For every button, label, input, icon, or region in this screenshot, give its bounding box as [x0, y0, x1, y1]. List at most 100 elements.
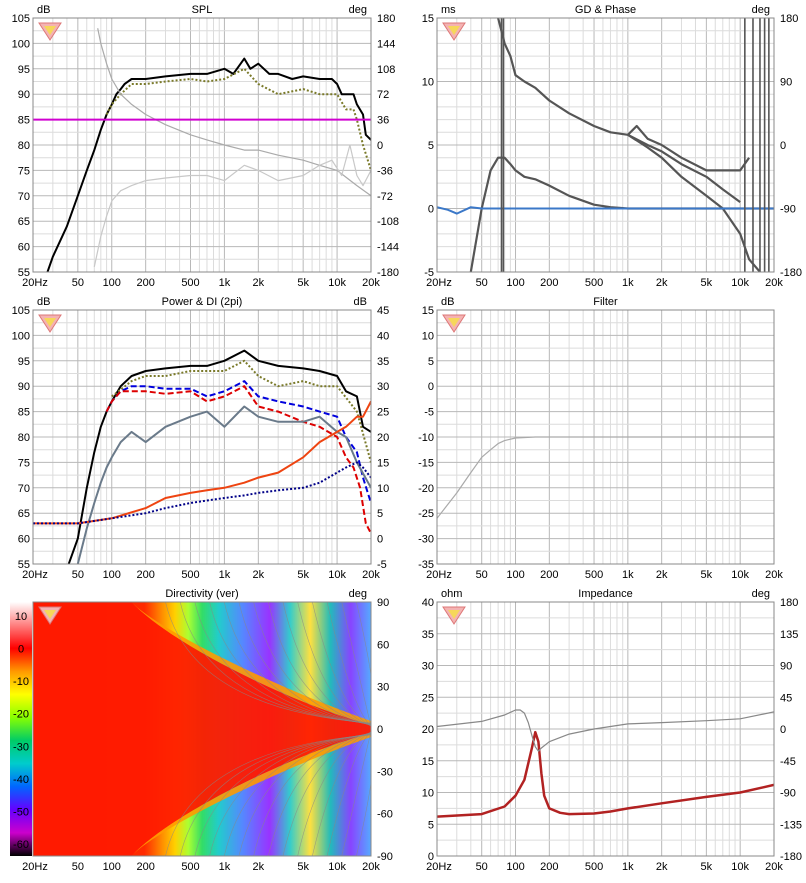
power-x-tick: 5k: [297, 569, 309, 581]
power-y-left-tick: 95: [18, 356, 30, 368]
impedance-logo-icon: [442, 606, 466, 625]
directivity-contour: [194, 734, 371, 856]
directivity-contour: [209, 602, 371, 725]
power-x-tick: 10k: [328, 569, 346, 581]
power-y-left-tick: 65: [18, 508, 30, 520]
power-x-tick: 1k: [219, 569, 231, 581]
power-series-group: [33, 349, 371, 564]
impedance-x-tick: 200: [540, 861, 558, 873]
gd-frame: [436, 17, 775, 273]
gd-x-tick: 20Hz: [426, 277, 452, 289]
directivity-x-tick: 200: [136, 861, 154, 873]
directivity-contour: [268, 602, 371, 726]
gd-x-tick: 100: [506, 277, 524, 289]
spl-y-left-tick: 75: [18, 165, 30, 177]
power-y-left-tick: 70: [18, 483, 30, 495]
spl-y-left-tick: 90: [18, 89, 30, 101]
directivity-contour: [238, 733, 371, 856]
spl-right-unit: deg: [349, 4, 367, 16]
spl-y-left-tick: 65: [18, 216, 30, 228]
impedance-y-left-tick: 5: [428, 819, 434, 831]
filter-x-tick: 50: [476, 569, 488, 581]
power-y-right-tick: 45: [377, 305, 389, 317]
impedance-x-tick: 2k: [656, 861, 668, 873]
power-series-4: [76, 405, 371, 564]
gd-title: GD & Phase: [575, 4, 636, 16]
directivity-contour: [209, 733, 371, 856]
power-x-tick: 100: [103, 569, 121, 581]
directivity-x-tick: 50: [72, 861, 84, 873]
gd-y-left-tick: 5: [428, 140, 434, 152]
impedance-series-1: [437, 709, 774, 752]
power-y-left-tick: 105: [12, 305, 30, 317]
directivity-contour: [356, 731, 371, 856]
impedance-y-right-tick: -45: [780, 756, 796, 768]
filter-y-left-tick: -20: [418, 483, 434, 495]
directivity-colorbar-tick: -30: [13, 741, 29, 753]
directivity-colorbar-tick: -20: [13, 709, 29, 721]
spl-y-right-tick: 144: [377, 38, 395, 50]
impedance-x-tick: 100: [506, 861, 524, 873]
spl-series-3: [93, 144, 371, 268]
power-series-0: [67, 349, 371, 564]
directivity-x-tick: 20k: [362, 861, 380, 873]
gd-x-tick: 5k: [701, 277, 713, 289]
filter-y-left-tick: -15: [418, 457, 434, 469]
gd-series-group: [437, 18, 774, 272]
gd-logo-icon: [442, 22, 466, 41]
logo-center: [448, 610, 460, 619]
gd-series-4: [437, 206, 774, 215]
spl-y-right-tick: -36: [377, 165, 393, 177]
logo-center: [448, 26, 460, 35]
directivity-contour: [326, 602, 371, 727]
directivity-contour: [341, 602, 371, 727]
directivity-contour: [297, 732, 371, 856]
filter-y-left-tick: -30: [418, 534, 434, 546]
filter-x-tick: 20k: [765, 569, 783, 581]
directivity-edge-upper: [131, 602, 371, 725]
directivity-contour: [223, 733, 371, 856]
spl-x-tick: 50: [72, 277, 84, 289]
spl-y-right-tick: 108: [377, 64, 395, 76]
power-y-left-tick: 85: [18, 407, 30, 419]
directivity-contour: [194, 602, 371, 724]
directivity-frame: [32, 601, 372, 857]
gd-series-2: [627, 133, 741, 203]
filter-y-left-tick: 5: [428, 356, 434, 368]
impedance-x-tick: 50: [476, 861, 488, 873]
power-logo-icon: [38, 314, 62, 333]
spl-series-group: [33, 28, 371, 272]
power-x-tick: 200: [136, 569, 154, 581]
directivity-y-right-tick: -60: [377, 809, 393, 821]
gd-y-left-tick: 0: [428, 204, 434, 216]
spl-y-left-tick: 80: [18, 140, 30, 152]
spl-x-tick: 1k: [219, 277, 231, 289]
directivity-contour: [312, 602, 371, 727]
directivity-contour: [238, 602, 371, 725]
impedance-y-right-tick: 180: [780, 597, 798, 609]
spl-x-tick: 20Hz: [22, 277, 48, 289]
spl-series-1: [105, 67, 371, 171]
spl-x-tick: 2k: [253, 277, 265, 289]
spl-x-tick: 5k: [297, 277, 309, 289]
spl-x-tick: 20k: [362, 277, 380, 289]
directivity-contour: [179, 734, 371, 856]
directivity-contour: [356, 602, 371, 727]
power-y-left-tick: 55: [18, 559, 30, 571]
filter-logo-icon: [442, 314, 466, 333]
power-y-right-tick: 20: [377, 432, 389, 444]
power-x-tick: 20Hz: [22, 569, 48, 581]
power-y-left-tick: 80: [18, 432, 30, 444]
filter-x-tick: 2k: [656, 569, 668, 581]
gd-y-right-tick: 90: [780, 77, 792, 89]
filter-x-tick: 200: [540, 569, 558, 581]
directivity-y-right-tick: 90: [377, 597, 389, 609]
power-y-right-tick: 5: [377, 508, 383, 520]
gd-x-tick: 1k: [622, 277, 634, 289]
impedance-x-tick: 20k: [765, 861, 783, 873]
filter-series-0: [437, 436, 774, 519]
directivity-colorbar-tick: 10: [15, 611, 27, 623]
directivity-x-tick: 20Hz: [22, 861, 48, 873]
directivity-contour: [326, 731, 371, 856]
